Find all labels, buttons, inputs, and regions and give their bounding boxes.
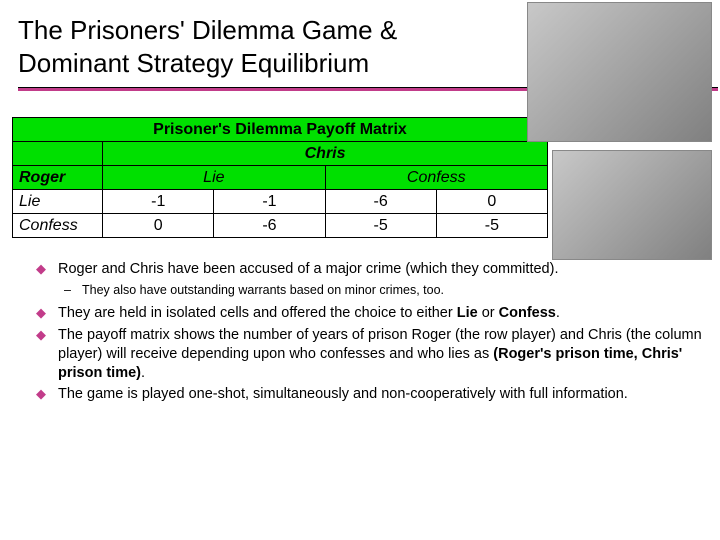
cell-0-1-0: -6	[325, 190, 436, 214]
row-header-0: Lie	[13, 190, 103, 214]
row-player-label: Roger	[13, 166, 103, 190]
bullet-list: Roger and Chris have been accused of a m…	[36, 260, 702, 404]
cell-1-0-0: 0	[103, 214, 214, 238]
cell-1-0-1: -6	[214, 214, 325, 238]
bullet-0: Roger and Chris have been accused of a m…	[36, 260, 702, 279]
col-header-1: Confess	[325, 166, 547, 190]
cell-0-0-1: -1	[214, 190, 325, 214]
matrix-title: Prisoner's Dilemma Payoff Matrix	[13, 118, 548, 142]
bullet-2: The payoff matrix shows the number of ye…	[36, 326, 702, 383]
matrix-blank	[13, 142, 103, 166]
photo-top	[527, 2, 712, 142]
bullet-3: The game is played one-shot, simultaneou…	[36, 385, 702, 404]
photo-bottom	[552, 150, 712, 260]
bullet-0-sub: They also have outstanding warrants base…	[36, 282, 702, 298]
cell-0-1-1: 0	[436, 190, 547, 214]
bullet-1: They are held in isolated cells and offe…	[36, 304, 702, 323]
cell-0-0-0: -1	[103, 190, 214, 214]
cell-1-1-0: -5	[325, 214, 436, 238]
payoff-matrix: Prisoner's Dilemma Payoff Matrix ChrisRo…	[12, 117, 548, 238]
col-header-0: Lie	[103, 166, 325, 190]
row-header-1: Confess	[13, 214, 103, 238]
cell-1-1-1: -5	[436, 214, 547, 238]
col-player-label: Chris	[103, 142, 548, 166]
